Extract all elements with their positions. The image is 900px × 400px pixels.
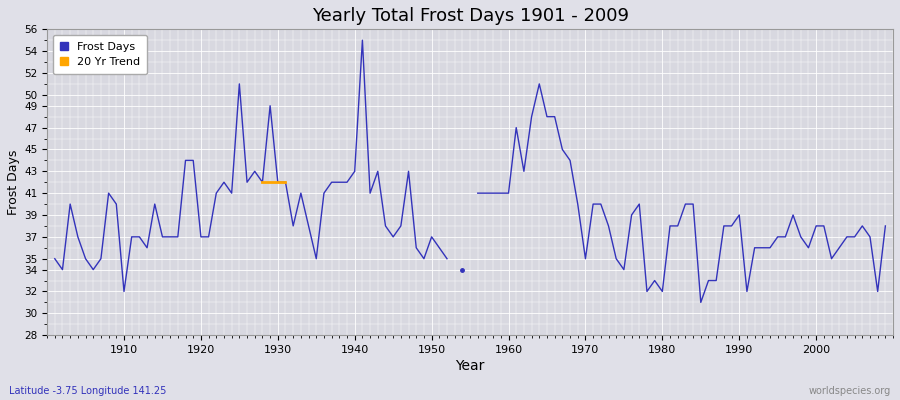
Y-axis label: Frost Days: Frost Days bbox=[7, 150, 20, 215]
X-axis label: Year: Year bbox=[455, 359, 485, 373]
Title: Yearly Total Frost Days 1901 - 2009: Yearly Total Frost Days 1901 - 2009 bbox=[311, 7, 628, 25]
Text: worldspecies.org: worldspecies.org bbox=[809, 386, 891, 396]
Legend: Frost Days, 20 Yr Trend: Frost Days, 20 Yr Trend bbox=[52, 35, 147, 74]
Text: Latitude -3.75 Longitude 141.25: Latitude -3.75 Longitude 141.25 bbox=[9, 386, 166, 396]
